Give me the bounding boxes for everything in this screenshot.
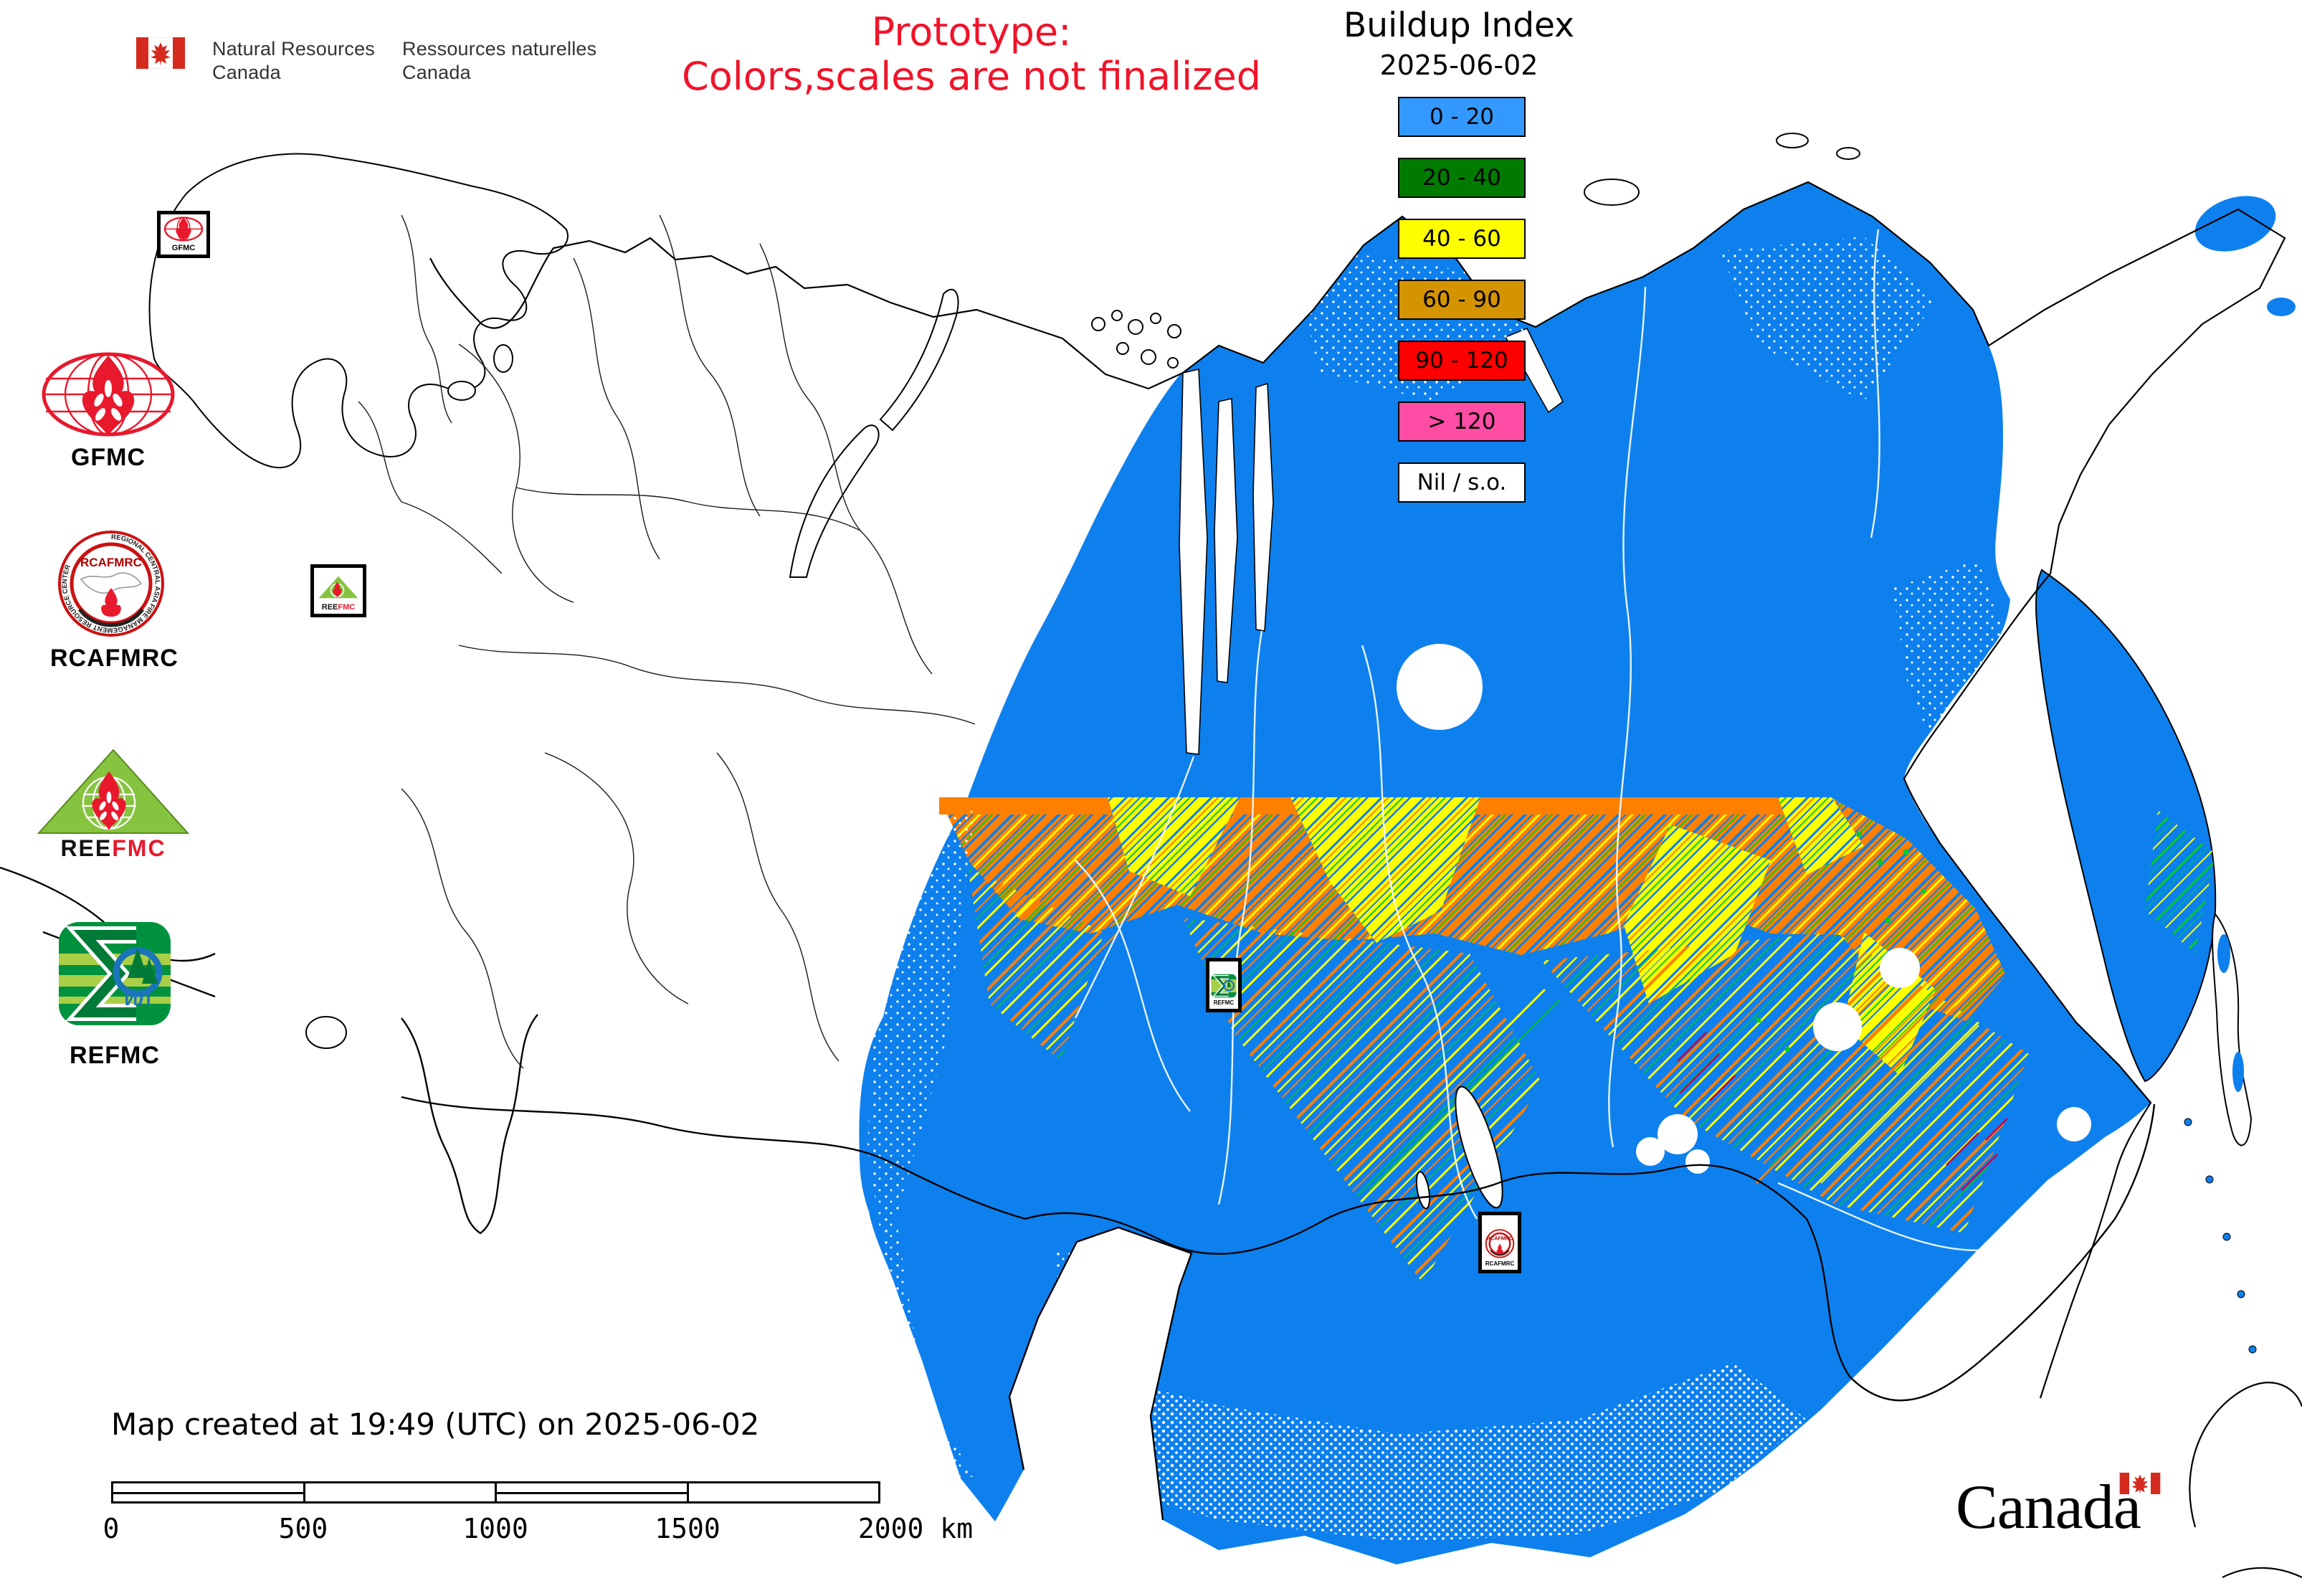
rcafmrc-circle-icon: REGIONAL CENTRAL ASIA FIRE MANAGEMENT RE… <box>58 531 164 637</box>
scale-tick-500: 500 <box>278 1513 328 1544</box>
sea-inlets <box>1179 327 1564 755</box>
coverage-kamchatka <box>2035 569 2217 1083</box>
prototype-line2: Colors,scales are not finalized <box>682 54 1261 99</box>
scale-tick-1000: 1000 <box>462 1513 528 1544</box>
gfmc-logo: GFMC <box>40 351 176 472</box>
country-borders-south <box>0 866 2156 1521</box>
scale-seg-3 <box>497 1483 689 1501</box>
rivers <box>1074 229 2152 1252</box>
gfmc-globe-flame-icon <box>42 352 175 437</box>
legend-title: Buildup Index <box>1343 6 1574 45</box>
rcafmrc-inner-text: RCAFMRC <box>80 556 142 569</box>
no-data-holes <box>1397 644 2091 1174</box>
wordmark-flag-icon <box>2119 1473 2161 1494</box>
canada-flag-icon <box>136 37 185 69</box>
refmc-label: REFMC <box>70 1042 160 1069</box>
admin-boundaries <box>358 214 976 1069</box>
map-marker-reefmc: REEFMC <box>310 564 366 617</box>
legend-date: 2025-06-02 <box>1379 49 1538 81</box>
canada-wordmark: Canada <box>1956 1471 2161 1544</box>
map-marker-refmc: REFMC <box>1206 958 1242 1012</box>
coverage-bering-patch <box>2194 196 2276 252</box>
legend-swatch-20-40: 20 - 40 <box>1398 158 1526 198</box>
coastline-north-east <box>429 181 2302 1578</box>
scale-seg-2 <box>305 1483 497 1501</box>
reefmc-label: REEFMC <box>60 835 166 861</box>
nrcan-signature: Natural Resources Canada Ressources natu… <box>136 37 596 85</box>
refmc-sigma-icon: ИЛ <box>59 922 171 1025</box>
scale-tick-1500: 1500 <box>655 1513 720 1544</box>
legend-panel: Buildup Index 2025-06-02 0 - 20 20 - 40 … <box>1323 0 1595 516</box>
nrcan-text-fr: Ressources naturelles Canada <box>402 38 597 83</box>
legend-swatch-40-60: 40 - 60 <box>1398 219 1526 259</box>
rcafmrc-label: RCAFMRC <box>50 645 179 672</box>
crimson-streaks <box>1677 1032 2008 1191</box>
scale-tick-2000km: 2000 km <box>857 1513 974 1544</box>
scale-bar <box>111 1481 880 1504</box>
gfmc-label: GFMC <box>70 444 146 471</box>
prototype-line1: Prototype: <box>871 9 1072 54</box>
refmc-logo: ИЛ REFMC <box>43 921 186 1070</box>
prototype-disclaimer: Prototype: Colors,scales are not finaliz… <box>649 10 1294 99</box>
scale-seg-1 <box>113 1483 305 1501</box>
map-marker-rcafmrc: RCAFMRC RCAFMRC <box>1478 1212 1521 1273</box>
reefmc-logo: REEFMC <box>34 747 192 862</box>
buildup-band <box>939 797 2215 1283</box>
legend-swatch-gt-120: > 120 <box>1398 402 1526 442</box>
legend-swatch-nil: Nil / s.o. <box>1398 462 1526 503</box>
legend-swatch-0-20: 0 - 20 <box>1398 97 1526 137</box>
legend-swatch-60-90: 60 - 90 <box>1398 280 1526 320</box>
map-created-text: Map created at 19:49 (UTC) on 2025-06-02 <box>111 1407 760 1442</box>
scale-seg-4 <box>689 1483 879 1501</box>
refmc-inner-text: ИЛ <box>125 988 151 1010</box>
nrcan-text-en: Natural Resources Canada <box>212 38 375 83</box>
scale-tick-0: 0 <box>103 1513 120 1544</box>
map-marker-gfmc: GFMC <box>157 211 210 258</box>
rcafmrc-logo: REGIONAL CENTRAL ASIA FIRE MANAGEMENT RE… <box>50 529 179 673</box>
legend-swatch-90-120: 90 - 120 <box>1398 341 1526 381</box>
reefmc-triangle-icon <box>37 749 190 834</box>
lake-baikal <box>1415 1086 1503 1210</box>
svg-text:RCAFMRC: RCAFMRC <box>1487 1236 1513 1242</box>
